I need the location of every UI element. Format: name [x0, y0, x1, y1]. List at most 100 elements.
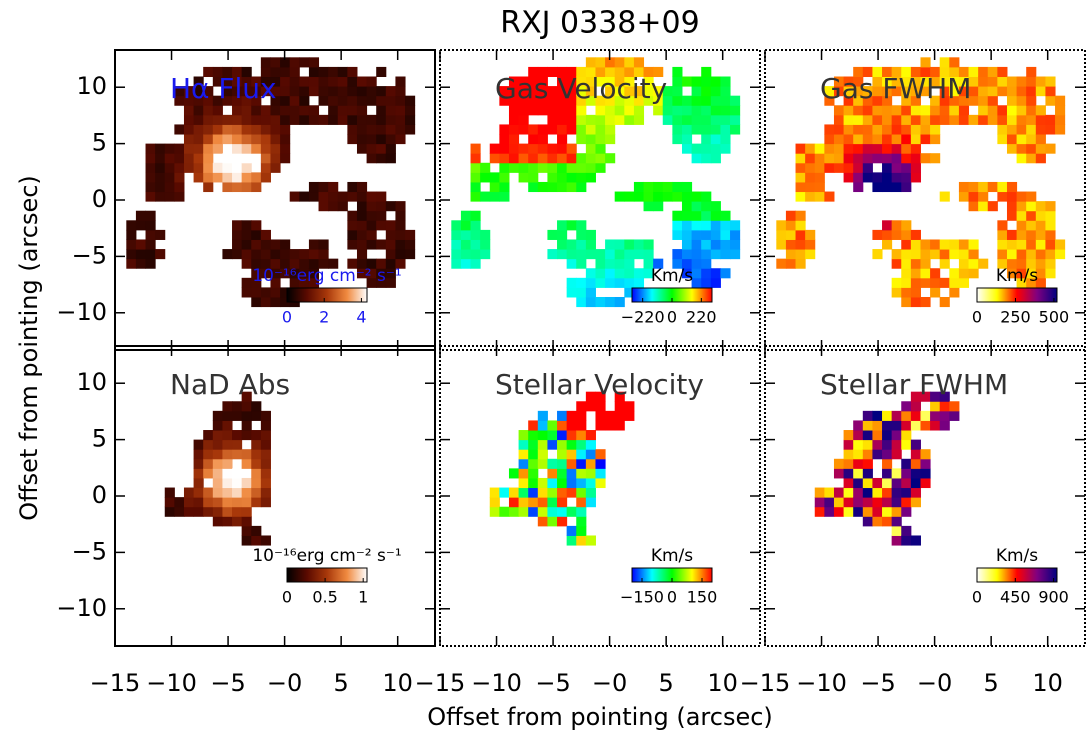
- map-pixel: [395, 105, 406, 116]
- map-pixel: [232, 134, 243, 145]
- map-pixel: [135, 210, 147, 221]
- map-pixel: [347, 114, 358, 125]
- map-pixel: [232, 449, 243, 460]
- y-tick-label: 10: [76, 72, 107, 100]
- map-pixel: [853, 487, 864, 498]
- map-pixel: [193, 143, 204, 154]
- map-pixel: [376, 153, 387, 164]
- map-pixel: [318, 86, 329, 97]
- map-pixel: [547, 162, 558, 173]
- map-pixel: [997, 134, 1008, 145]
- map-pixel: [1006, 191, 1018, 202]
- map-pixel: [222, 114, 233, 125]
- map-pixel: [251, 124, 262, 135]
- map-pixel: [366, 134, 377, 145]
- map-pixel: [566, 439, 577, 450]
- map-pixel: [557, 143, 568, 154]
- map-pixel: [557, 153, 568, 164]
- map-pixel: [614, 277, 625, 288]
- map-pixel: [585, 477, 596, 489]
- map-pixel: [920, 391, 931, 402]
- map-pixel: [241, 458, 252, 469]
- map-pixel: [901, 105, 912, 116]
- map-pixel: [882, 124, 893, 135]
- map-pixel: [318, 258, 329, 269]
- map-pixel: [872, 105, 883, 116]
- x-tick-label: 5: [334, 669, 349, 697]
- map-pixel: [795, 249, 806, 260]
- map-pixel: [280, 124, 291, 135]
- map-pixel: [1016, 95, 1027, 106]
- map-pixel: [901, 468, 912, 479]
- map-pixel: [1026, 210, 1037, 221]
- x-tick-label: −0: [592, 669, 627, 697]
- map-pixel: [891, 420, 902, 431]
- map-pixel: [203, 506, 214, 517]
- map-pixel: [356, 229, 368, 240]
- map-pixel: [862, 458, 873, 469]
- map-pixel: [260, 86, 271, 97]
- map-pixel: [280, 296, 291, 308]
- map-pixel: [203, 162, 214, 173]
- map-pixel: [528, 497, 539, 508]
- map-pixel: [891, 124, 902, 135]
- map-pixel: [232, 153, 243, 164]
- map-pixel: [557, 86, 568, 97]
- map-pixel: [260, 468, 271, 479]
- map-pixel: [203, 181, 214, 193]
- map-pixel: [1016, 239, 1027, 250]
- map-pixel: [701, 114, 712, 125]
- map-pixel: [385, 95, 396, 106]
- map-pixel: [1055, 114, 1066, 125]
- map-pixel: [882, 487, 893, 498]
- map-pixel: [585, 172, 596, 183]
- map-pixel: [720, 124, 731, 135]
- map-pixel: [958, 114, 970, 125]
- map-pixel: [701, 210, 712, 221]
- map-pixel: [299, 105, 310, 116]
- map-pixel: [901, 124, 912, 135]
- map-pixel: [824, 162, 835, 173]
- map-pixel: [251, 487, 262, 498]
- map-pixel: [528, 86, 539, 97]
- map-pixel: [395, 239, 406, 250]
- map-pixel: [251, 535, 262, 546]
- map-pixel: [643, 181, 654, 193]
- map-pixel: [910, 143, 921, 154]
- map-pixel: [537, 458, 548, 469]
- map-pixel: [451, 229, 462, 240]
- map-pixel: [164, 506, 175, 517]
- map-pixel: [164, 153, 175, 164]
- map-pixel: [270, 249, 281, 260]
- map-pixel: [1026, 114, 1037, 125]
- map-pixel: [882, 410, 893, 421]
- map-pixel: [451, 239, 462, 250]
- map-pixel: [289, 114, 300, 125]
- map-pixel: [853, 124, 864, 135]
- map-pixel: [1035, 114, 1046, 125]
- map-pixel: [232, 497, 243, 508]
- map-pixel: [1055, 95, 1066, 106]
- map-pixel: [681, 229, 693, 240]
- map-pixel: [882, 449, 893, 460]
- map-pixel: [508, 124, 520, 135]
- map-pixel: [614, 296, 625, 308]
- map-pixel: [232, 249, 243, 260]
- map-pixel: [385, 143, 396, 154]
- map-pixel: [968, 66, 979, 78]
- map-pixel: [518, 449, 529, 460]
- map-pixel: [872, 153, 883, 164]
- map-pixel: [566, 95, 577, 106]
- map-pixel: [585, 57, 596, 68]
- map-pixel: [862, 86, 873, 97]
- map-pixel: [997, 249, 1008, 260]
- map-pixel: [901, 477, 912, 489]
- map-pixel: [1035, 153, 1046, 164]
- map-pixel: [576, 458, 587, 469]
- map-pixel: [805, 172, 816, 183]
- map-pixel: [691, 258, 702, 269]
- map-pixel: [824, 134, 835, 145]
- map-pixel: [595, 114, 606, 125]
- map-pixel: [566, 535, 577, 546]
- map-pixel: [566, 449, 577, 460]
